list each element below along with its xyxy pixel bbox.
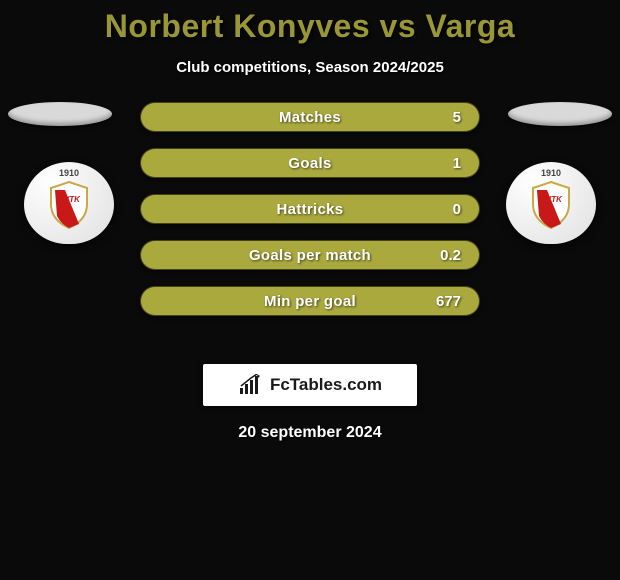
stat-value: 677 <box>436 293 461 310</box>
badge-year: 1910 <box>506 168 596 178</box>
badge-shape: 1910 DVTK <box>506 162 596 244</box>
brand-logo[interactable]: FcTables.com <box>203 364 417 406</box>
chart-icon <box>238 374 264 396</box>
comparison-card: Norbert Konyves vs Varga Club competitio… <box>0 0 620 442</box>
stat-label: Goals <box>141 155 479 172</box>
player-right-placeholder <box>508 102 612 126</box>
badge-year: 1910 <box>24 168 114 178</box>
stat-row-goals: Goals 1 <box>140 148 480 178</box>
brand-text: FcTables.com <box>270 375 382 395</box>
stat-value: 1 <box>453 155 461 172</box>
stat-value: 0 <box>453 201 461 218</box>
stat-row-min-per-goal: Min per goal 677 <box>140 286 480 316</box>
club-badge-right: 1910 DVTK <box>502 160 600 246</box>
stat-row-goals-per-match: Goals per match 0.2 <box>140 240 480 270</box>
stat-value: 5 <box>453 109 461 126</box>
badge-shape: 1910 DVTK <box>24 162 114 244</box>
player-left-placeholder <box>8 102 112 126</box>
club-badge-left: 1910 DVTK <box>20 160 118 246</box>
stat-label: Hattricks <box>141 201 479 218</box>
stat-row-matches: Matches 5 <box>140 102 480 132</box>
stats-list: Matches 5 Goals 1 Hattricks 0 Goals per … <box>140 102 480 332</box>
shield-icon: DVTK <box>529 180 573 230</box>
date-text: 20 september 2024 <box>0 424 620 442</box>
badge-text: DVTK <box>540 195 563 204</box>
page-title: Norbert Konyves vs Varga <box>0 8 620 45</box>
stat-label: Matches <box>141 109 479 126</box>
subtitle: Club competitions, Season 2024/2025 <box>0 59 620 76</box>
stat-label: Goals per match <box>141 247 479 264</box>
middle-section: 1910 DVTK 1910 DVTK Matches <box>0 108 620 348</box>
badge-text: DVTK <box>58 195 81 204</box>
stat-value: 0.2 <box>440 247 461 264</box>
shield-icon: DVTK <box>47 180 91 230</box>
stat-row-hattricks: Hattricks 0 <box>140 194 480 224</box>
stat-label: Min per goal <box>141 293 479 310</box>
